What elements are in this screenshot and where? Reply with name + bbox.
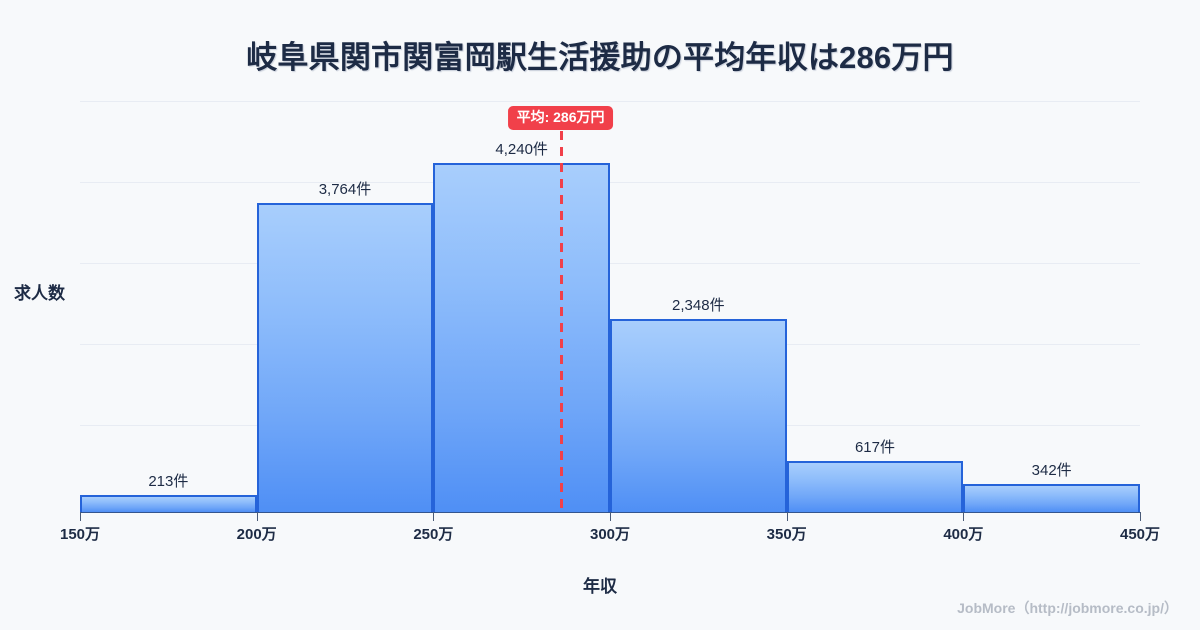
gridline: [80, 101, 1140, 102]
x-tick-label: 350万: [766, 526, 807, 543]
histogram-bar: [80, 494, 257, 512]
x-tick-label: 150万: [59, 526, 101, 543]
axis-tick: [433, 512, 435, 521]
watermark-footer: JobMore（http://jobmore.co.jp/）: [957, 600, 1178, 616]
plot-area: 213件 3,764件 4,240件 2,348件 617件 342件: [80, 101, 1140, 513]
bar-value-label: 342件: [1031, 461, 1072, 479]
x-tick-label: 200万: [236, 526, 277, 543]
x-axis-title: 年収: [583, 577, 617, 596]
bar-value-label: 2,348件: [672, 297, 725, 314]
gridline: [80, 263, 1140, 264]
page-title: 岐阜県関市関富岡駅生活援助の平均年収は286万円: [246, 40, 954, 75]
histogram-bar: [256, 202, 434, 512]
axis-tick: [786, 512, 788, 521]
bar-value-label: 213件: [148, 472, 189, 490]
axis-tick: [80, 512, 81, 521]
axis-tick: [963, 512, 965, 521]
bar-value-label: 3,764件: [318, 180, 372, 198]
y-axis-title: 求人数: [14, 284, 65, 303]
axis-tick: [256, 512, 258, 521]
axis-tick: [1140, 512, 1141, 521]
gridline: [80, 182, 1140, 183]
axis-tick: [610, 512, 611, 521]
histogram-bar: [963, 483, 1140, 512]
histogram-bar: [610, 319, 787, 512]
x-tick-label: 400万: [943, 526, 984, 543]
bar-value-label: 4,240件: [495, 141, 548, 159]
average-badge: 平均: 286万円: [507, 106, 614, 131]
average-marker-line: [559, 131, 563, 512]
x-tick-label: 300万: [589, 526, 631, 543]
histogram-bar: [433, 163, 610, 512]
bar-value-label: 617件: [854, 439, 895, 457]
histogram-bar: [786, 461, 964, 512]
x-tick-label: 450万: [1119, 526, 1161, 543]
x-tick-label: 250万: [413, 526, 454, 543]
